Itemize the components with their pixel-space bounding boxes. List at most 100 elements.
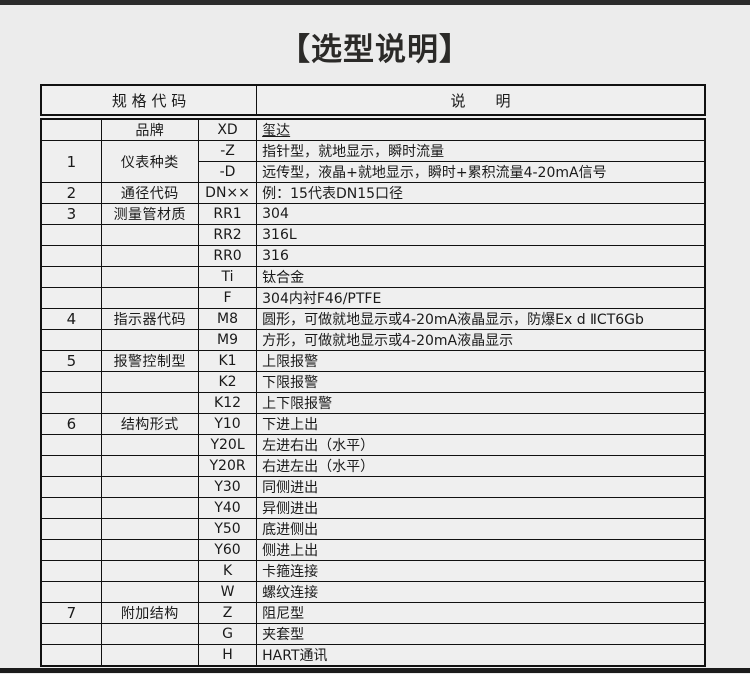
- selection-spec-table: 规 格 代 码 说 明 品牌 XD 玺达 1 仪表种类 -Z 指针型，就地显示，瞬时流量 -D…: [40, 84, 706, 667]
- description-cell: 钛合金: [256, 266, 706, 288]
- row-number-cell: [40, 455, 102, 477]
- description-cell: 304内衬F46/PTFE: [256, 287, 706, 309]
- row-number-cell: [40, 623, 102, 645]
- row-number-cell: [40, 539, 102, 561]
- table-row: 5 报警控制型 K1 上限报警: [40, 350, 706, 372]
- header-description-label: 说 明: [256, 84, 706, 120]
- row-number-cell: 6: [40, 413, 102, 435]
- description-cell: 上限报警: [256, 350, 706, 372]
- table-row: 品牌 XD 玺达: [40, 116, 706, 141]
- row-number-cell: [40, 560, 102, 582]
- category-cell: 附加结构: [100, 602, 199, 624]
- row-number-cell: [40, 245, 102, 267]
- table-row: RR2 316L: [40, 224, 706, 246]
- category-cell: [100, 644, 199, 667]
- code-cell: Y40: [197, 497, 258, 519]
- table-row: Y30 同侧进出: [40, 476, 706, 498]
- category-cell: [100, 476, 199, 498]
- row-number-cell: [40, 476, 102, 498]
- category-cell: [100, 224, 199, 246]
- category-cell: [100, 455, 199, 477]
- code-cell: Y10: [197, 413, 258, 435]
- description-cell: 例：15代表DN15口径: [256, 182, 706, 204]
- row-number-cell: [40, 581, 102, 603]
- category-cell: 通径代码: [100, 182, 199, 204]
- table-row: 6 结构形式 Y10 下进上出: [40, 413, 706, 435]
- category-cell: [100, 623, 199, 645]
- code-cell: W: [197, 581, 258, 603]
- page-title: 【选型说明】: [279, 32, 471, 68]
- category-cell: 品牌: [100, 116, 199, 141]
- category-cell: [100, 539, 199, 561]
- description-cell: 侧进上出: [256, 539, 706, 561]
- table-row: Y20R 右进左出（水平）: [40, 455, 706, 477]
- table-row: 7 附加结构 Z 阻尼型: [40, 602, 706, 624]
- code-cell: F: [197, 287, 258, 309]
- code-cell: XD: [197, 116, 258, 141]
- row-number-cell: [40, 518, 102, 540]
- category-cell: [100, 581, 199, 603]
- code-cell: M8: [197, 308, 258, 330]
- table-row: W 螺纹连接: [40, 581, 706, 603]
- row-number-cell: 3: [40, 203, 102, 225]
- code-cell: Z: [197, 602, 258, 624]
- table-row: 2 通径代码 DN×× 例：15代表DN15口径: [40, 182, 706, 204]
- code-cell: M9: [197, 329, 258, 351]
- row-number-cell: [40, 329, 102, 351]
- category-cell: [100, 245, 199, 267]
- code-cell: K: [197, 560, 258, 582]
- row-number-cell: [40, 392, 102, 414]
- table-row: RR0 316: [40, 245, 706, 267]
- code-cell: Y50: [197, 518, 258, 540]
- description-cell: 远传型，液晶+就地显示，瞬时+累积流量4-20mA信号: [256, 161, 706, 183]
- header-spec-code-label: 规 格 代 码: [40, 84, 258, 120]
- code-cell: Y20R: [197, 455, 258, 477]
- code-cell: DN××: [197, 182, 258, 204]
- description-cell: 异侧进出: [256, 497, 706, 519]
- description-cell: 指针型，就地显示，瞬时流量: [256, 140, 706, 162]
- category-cell: 仪表种类: [100, 140, 199, 183]
- top-border-bar: [0, 0, 750, 5]
- code-cell: K12: [197, 392, 258, 414]
- table-row: Y20L 左进右出（水平）: [40, 434, 706, 456]
- category-cell: [100, 371, 199, 393]
- description-cell: 玺达: [256, 116, 706, 141]
- code-cell: RR0: [197, 245, 258, 267]
- category-cell: [100, 434, 199, 456]
- row-number-cell: [40, 497, 102, 519]
- category-cell: [100, 392, 199, 414]
- table-row: 3 测量管材质 RR1 304: [40, 203, 706, 225]
- category-cell: [100, 287, 199, 309]
- category-cell: 测量管材质: [100, 203, 199, 225]
- category-cell: [100, 266, 199, 288]
- row-number-cell: [40, 224, 102, 246]
- row-number-cell: [40, 116, 102, 141]
- table-row: 4 指示器代码 M8 圆形，可做就地显示或4-20mA液晶显示，防爆Ex d ⅡCT6…: [40, 308, 706, 330]
- description-cell: 左进右出（水平）: [256, 434, 706, 456]
- description-cell: 底进侧出: [256, 518, 706, 540]
- category-cell: [100, 329, 199, 351]
- code-cell: -Z: [197, 140, 258, 162]
- table-row: M9 方形，可做就地显示或4-20mA液晶显示: [40, 329, 706, 351]
- code-cell: RR1: [197, 203, 258, 225]
- table-row: F 304内衬F46/PTFE: [40, 287, 706, 309]
- row-number-cell: [40, 266, 102, 288]
- description-cell: 方形，可做就地显示或4-20mA液晶显示: [256, 329, 706, 351]
- table-row: G 夹套型: [40, 623, 706, 645]
- description-cell: 同侧进出: [256, 476, 706, 498]
- row-number-cell: [40, 644, 102, 667]
- category-cell: 指示器代码: [100, 308, 199, 330]
- row-number-cell: 5: [40, 350, 102, 372]
- row-number-cell: 2: [40, 182, 102, 204]
- row-number-cell: 4: [40, 308, 102, 330]
- table-body: 品牌 XD 玺达 1 仪表种类 -Z 指针型，就地显示，瞬时流量 -D 远传型，液晶+就地显示，…: [40, 116, 706, 667]
- table-row: K 卡箍连接: [40, 560, 706, 582]
- table-row: K12 上下限报警: [40, 392, 706, 414]
- code-cell: Y20L: [197, 434, 258, 456]
- code-cell: G: [197, 623, 258, 645]
- description-cell: 右进左出（水平）: [256, 455, 706, 477]
- table-row: K2 下限报警: [40, 371, 706, 393]
- code-cell: H: [197, 644, 258, 667]
- table-row: Y60 侧进上出: [40, 539, 706, 561]
- description-cell: 螺纹连接: [256, 581, 706, 603]
